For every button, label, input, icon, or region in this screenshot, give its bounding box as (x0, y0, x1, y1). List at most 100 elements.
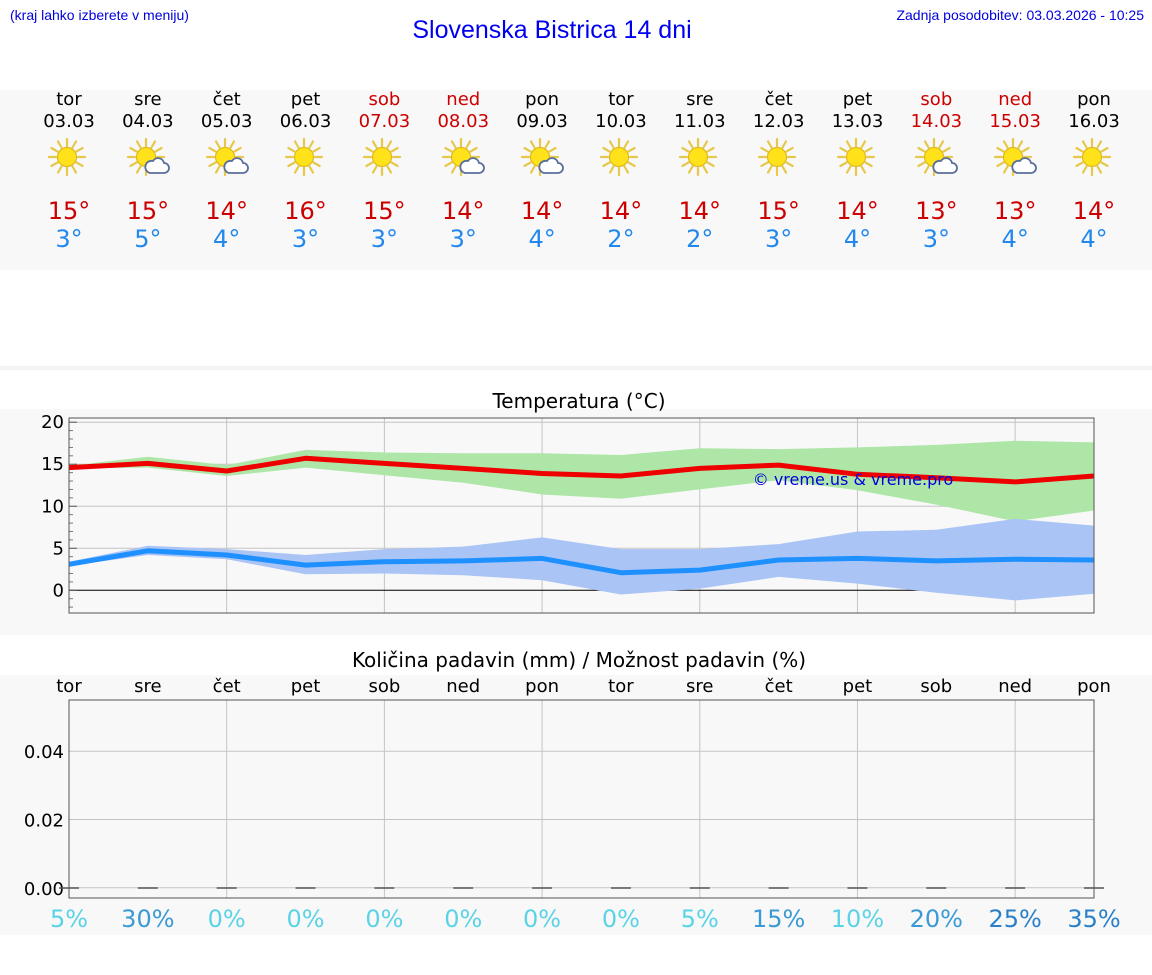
temperature-chart: Temperatura (°C) 0 5 10 15 20 © vreme.us & vre… (41, 389, 1095, 614)
sun-cloud-icon (994, 137, 1038, 177)
precip-bar (610, 887, 631, 889)
day-column: sre 04.03 15° 5° (108, 89, 188, 253)
precip-probability: 30% (121, 905, 174, 933)
precip-probability: 0% (365, 905, 403, 933)
day-date: 05.03 (200, 111, 253, 132)
day-column: pet 06.03 16° 3° (266, 89, 346, 253)
sun-cloud-icon (915, 137, 959, 177)
y-tick-label: 0.02 (24, 810, 64, 831)
precip-probability: 35% (1067, 905, 1120, 933)
temp-min: 3° (291, 225, 320, 253)
x-category-label: ned (446, 676, 480, 697)
day-column: sob 07.03 15° 3° (344, 89, 424, 253)
precip-bar (374, 887, 395, 889)
series-band-min (69, 518, 1094, 601)
temp-max: 14° (836, 197, 879, 225)
precip-probability: 5% (681, 905, 719, 933)
plot-frame (68, 699, 1095, 899)
precip-bar (1005, 887, 1026, 889)
temp-max: 14° (520, 197, 564, 225)
temp-max: 14° (599, 197, 643, 225)
forecast-panel (0, 90, 1152, 270)
day-date: 06.03 (279, 111, 332, 132)
location-hint: (kraj lahko izberete v meniju) (10, 7, 189, 23)
temp-min: 4° (213, 225, 241, 253)
temp-min: 2° (686, 225, 714, 253)
temp-min: 4° (1001, 225, 1029, 253)
x-category-label: čet (765, 676, 793, 697)
last-updated-value: 03.03.2026 - 10:25 (1026, 7, 1144, 23)
sun-cloud-icon (520, 137, 564, 177)
temp-min: 4° (843, 225, 872, 253)
temp-min: 3° (55, 225, 83, 253)
temp-min: 4° (528, 225, 556, 253)
precip-probability: 15% (752, 905, 805, 933)
last-updated-label: Zadnja posodobitev: (896, 7, 1023, 23)
day-name: sre (134, 89, 162, 110)
x-category-label: pet (843, 676, 873, 697)
y-tick-label: 0.04 (24, 742, 64, 763)
page-title: Slovenska Bistrica 14 dni (412, 16, 692, 44)
watermark: © vreme.us & vreme.pro (753, 470, 954, 489)
day-date: 08.03 (437, 111, 490, 132)
precip-bar (295, 887, 316, 889)
day-date: 15.03 (989, 111, 1041, 132)
day-column: tor 10.03 14° 2° (581, 89, 661, 253)
precip-probability: 0% (523, 905, 561, 933)
y-tick-label: 20 (41, 412, 64, 433)
day-date: 14.03 (910, 111, 963, 132)
day-date: 13.03 (831, 111, 884, 132)
sun-icon (1072, 137, 1112, 177)
temp-max: 14° (441, 197, 485, 225)
x-category-label: pon (1077, 676, 1111, 697)
x-category-label: sre (134, 676, 161, 697)
temp-max: 14° (678, 197, 722, 225)
day-name: sre (686, 89, 714, 110)
day-name: pet (842, 89, 873, 110)
divider (0, 366, 1152, 370)
day-date: 09.03 (516, 111, 568, 132)
chart-title: Temperatura (°C) (491, 389, 665, 413)
temp-max: 15° (47, 197, 91, 225)
precip-bar (847, 887, 868, 889)
day-name: pet (290, 89, 321, 110)
y-tick-label: 0.00 (24, 879, 64, 900)
x-category-label: sob (368, 676, 400, 697)
temp-min: 3° (449, 225, 477, 253)
temp-min: 4° (1080, 225, 1108, 253)
day-name: čet (764, 89, 793, 110)
day-column: čet 12.03 15° 3° (739, 89, 819, 253)
temp-max: 16° (284, 197, 327, 225)
sun-icon (757, 137, 796, 177)
x-category-label: pon (525, 676, 559, 697)
sun-icon (599, 137, 639, 177)
precip-probability: 0% (208, 905, 246, 933)
precip-bar (453, 887, 474, 889)
temp-min: 3° (370, 225, 399, 253)
sun-icon (678, 137, 717, 177)
precip-bar (768, 887, 789, 889)
day-name: sob (368, 89, 401, 110)
day-name: čet (212, 89, 241, 110)
day-column: tor 03.03 15° 3° (29, 89, 109, 253)
sun-icon (836, 137, 875, 177)
day-name: pon (1077, 89, 1111, 110)
day-name: tor (56, 89, 82, 110)
x-category-label: tor (608, 676, 634, 697)
day-column: sob 14.03 13° 3° (896, 89, 976, 253)
y-tick-label: 0 (53, 580, 64, 601)
y-tick-label: 5 (53, 538, 64, 559)
day-date: 04.03 (122, 111, 174, 132)
precip-bar (532, 887, 553, 889)
day-name: ned (446, 89, 481, 110)
day-column: pon 16.03 14° 4° (1054, 89, 1134, 253)
day-column: čet 05.03 14° 4° (187, 89, 267, 253)
precip-bar (926, 887, 947, 889)
temp-max: 15° (363, 197, 406, 225)
day-name: sob (920, 89, 953, 110)
temp-max: 13° (915, 197, 958, 225)
x-category-label: pet (291, 676, 321, 697)
precip-bar (216, 887, 237, 889)
sun-cloud-icon (442, 137, 486, 177)
day-column: sre 11.03 14° 2° (660, 89, 740, 253)
